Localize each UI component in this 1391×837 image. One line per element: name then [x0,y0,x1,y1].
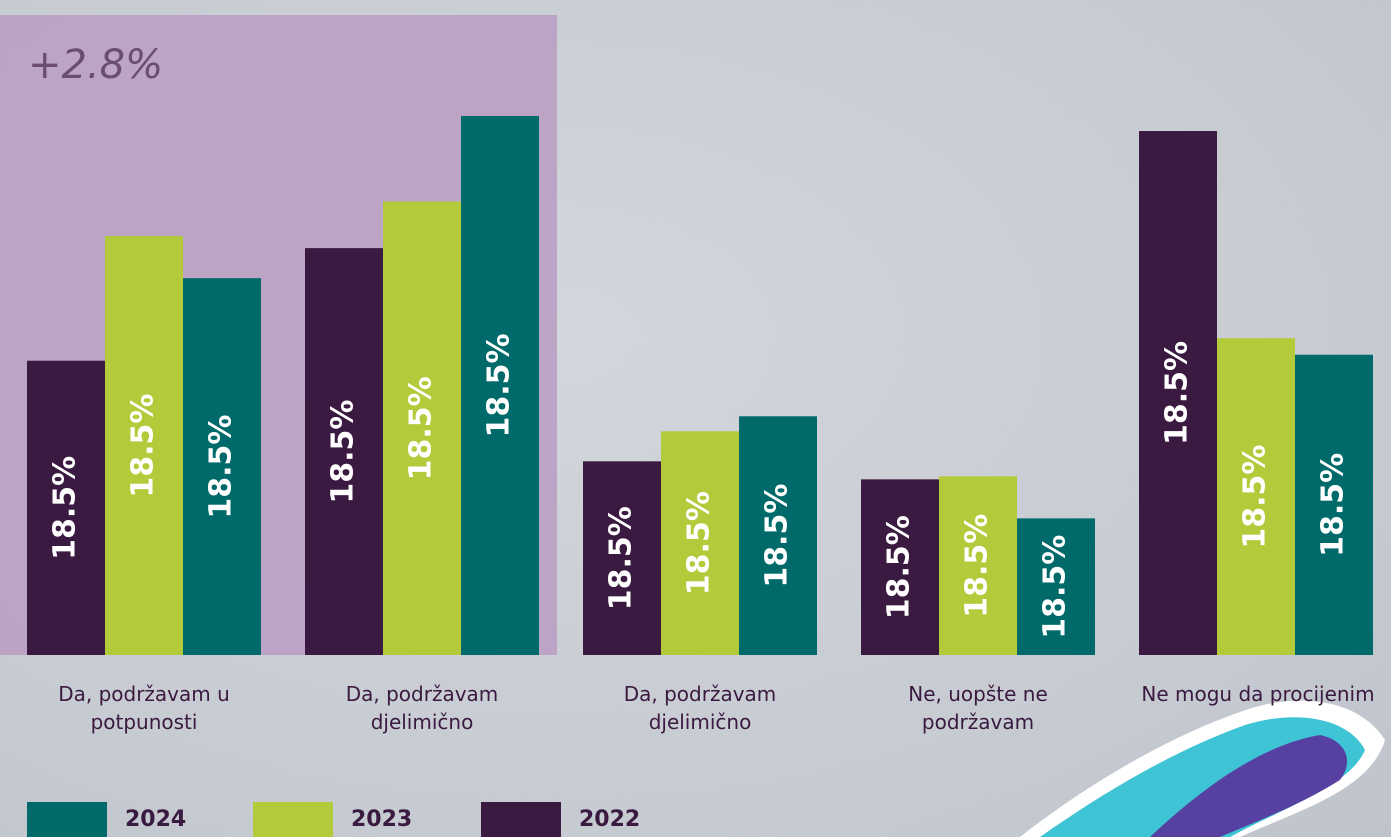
bar [583,461,661,655]
bar [1139,131,1217,656]
legend-swatch [481,802,561,837]
data-label: 18.5% [126,394,161,498]
data-label: 18.5% [882,515,917,619]
category-label: Da, podržavam u potpunosti [58,682,230,734]
bar [105,236,183,655]
data-label: 18.5% [482,333,517,437]
bar [305,248,383,655]
data-label: 18.5% [960,514,995,618]
legend-label: 2022 [579,807,640,832]
bar [461,116,539,655]
category-label: Da, podržavam djelimično [345,682,499,734]
bar [861,479,939,655]
bar [1295,354,1373,655]
bar [27,360,105,655]
category-label: Ne mogu da procijenim [1141,682,1375,706]
data-label: 18.5% [326,400,361,504]
data-label: 18.5% [604,506,639,610]
data-label: 18.5% [1160,341,1195,445]
data-label: 18.5% [204,415,239,519]
bar [1017,518,1095,655]
legend-swatch [27,802,107,837]
data-label: 18.5% [48,456,83,560]
bar [1217,338,1295,655]
category-label: Da, podržavam djelimično [623,682,777,734]
legend-label: 2023 [351,807,412,832]
category-label: Ne, uopšte ne podržavam [908,682,1048,734]
data-label: 18.5% [1038,535,1073,639]
bar [383,201,461,655]
annotation: +2.8% [28,42,163,88]
legend-swatch [253,802,333,837]
data-label: 18.5% [760,484,795,588]
decoration [1020,700,1385,837]
bar [661,431,739,655]
bar [939,476,1017,655]
legend-label: 2024 [125,807,186,832]
data-label: 18.5% [1316,453,1351,557]
data-label: 18.5% [682,491,717,595]
data-label: 18.5% [1238,445,1273,549]
bar [739,416,817,655]
data-label: 18.5% [404,376,439,480]
bar [183,278,261,655]
